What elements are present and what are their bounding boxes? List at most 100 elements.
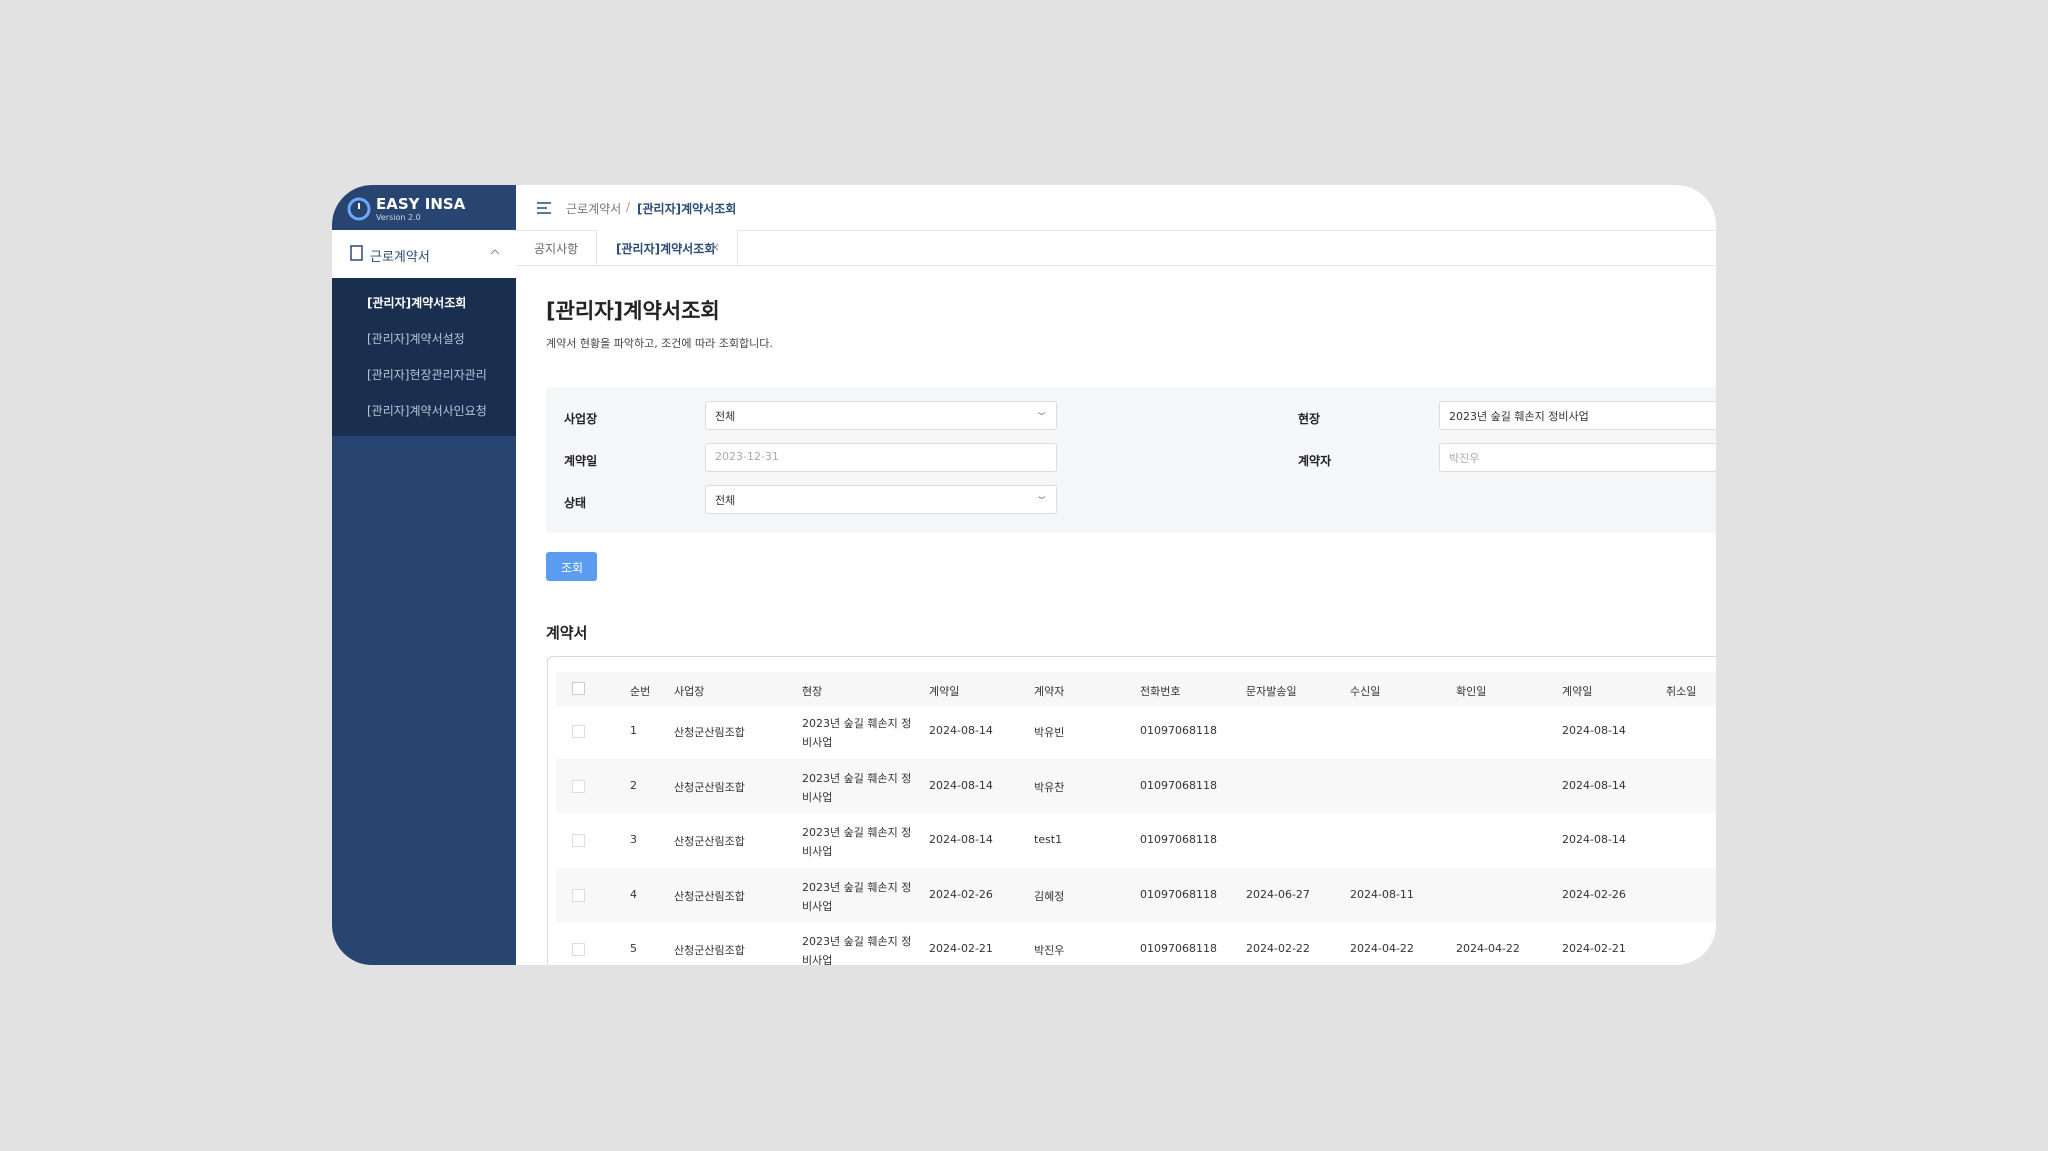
table-cell: 2024-08-14 [1562,833,1626,846]
table-box [547,656,1716,965]
table-cell: 박진우 [1034,944,1065,957]
header-bg [556,672,1716,706]
chevron [490,249,500,255]
chevron: ⌄ [1034,489,1049,502]
logo-icon [347,197,371,221]
table-cell: 01097068118 [1140,833,1217,846]
table-cell: 1 [630,724,637,737]
input[interactable]: 박진우 [1439,443,1716,472]
search-button[interactable]: 조회 [546,552,597,581]
menu-icon [350,245,363,261]
input-value: 전체 [715,494,736,507]
input[interactable]: 2023년 숲길 훼손지 정비사업 [1439,401,1716,430]
logo-text: EASY INSA [376,195,466,213]
table-cell: 5 [630,942,637,955]
table-cell: 2024-02-21 [929,942,993,955]
table-cell: 2 [630,778,637,792]
table-cell: 01097068118 [1140,724,1217,737]
table-cell: 2024-08-14 [1562,778,1626,792]
filter-label: 계약자 [1298,454,1332,468]
menu-toggle[interactable] [536,201,552,215]
divider [516,230,1716,231]
button-label: 조회 [561,561,584,575]
table-cell: 2024-08-11 [1350,887,1414,901]
checkbox[interactable] [572,779,585,793]
app-window: EASY INSA Version 2.0 근로계약서 [관리자]계약서조회 [관리자]… [332,185,1716,965]
breadcrumb-current: [관리자]계약서조회 [637,202,737,216]
table-cell: 2024-08-14 [929,833,993,846]
checkbox[interactable] [572,834,585,847]
table-cell: 2024-02-22 [1246,942,1310,955]
checkbox[interactable] [572,725,585,738]
submenu-bg [332,278,516,436]
column-header: 전화번호 [1140,685,1181,698]
select[interactable]: 전체 ⌄ [705,401,1057,430]
table-cell: 산청군산림조합 [674,889,745,903]
column-header: 계약일 [929,685,960,698]
input[interactable]: 2023-12-31 [705,443,1057,472]
table-cell: 산청군산림조합 [674,835,745,848]
table-cell: 김혜정 [1034,889,1065,903]
table-cell: 산청군산림조합 [674,726,745,739]
filter-label: 계약일 [564,454,598,468]
table-cell: 01097068118 [1140,942,1217,955]
table-cell: 2024-02-26 [929,887,993,901]
table-cell: 2024-04-22 [1350,942,1414,955]
table-cell: 3 [630,833,637,846]
column-header: 계약일 [1562,685,1593,698]
submenu-item[interactable]: [관리자]계약서조회 [367,296,467,310]
chevron: ⌄ [1034,405,1049,418]
table-cell: 2024-08-14 [1562,724,1626,737]
table-cell: 산청군산림조합 [674,944,745,957]
filter-label: 사업장 [564,412,598,426]
table-cell: 01097068118 [1140,778,1217,792]
table-cell: 2023년 숲길 훼손지 정비사업 [802,880,912,913]
column-header: 순번 [630,685,651,698]
input-placeholder: 2023-12-31 [715,450,779,463]
checkbox[interactable] [572,943,585,956]
submenu-item[interactable]: [관리자]현장관리자관리 [367,368,487,382]
table-cell: 2024-08-14 [929,778,993,792]
breadcrumb[interactable]: 근로계약서 [566,202,622,216]
input-value: 전체 [715,410,736,423]
table-cell: 2023년 숲길 훼손지 정비사업 [802,717,912,749]
page-title: [관리자]계약서조회 [546,299,720,323]
table-cell: 산청군산림조합 [674,780,745,794]
column-header: 계약자 [1034,685,1065,698]
column-header: 확인일 [1456,685,1487,698]
column-header: 현장 [802,685,823,698]
input-value: 2023년 숲길 훼손지 정비사업 [1449,410,1589,423]
checkbox[interactable] [572,888,585,902]
submenu-item[interactable]: [관리자]계약서사인요청 [367,404,487,418]
row-bg [556,758,1716,813]
table-cell: 2023년 숲길 훼손지 정비사업 [802,771,912,804]
tab-active-bg [596,230,738,265]
menu-item[interactable]: 근로계약서 [370,250,430,265]
page-description: 계약서 현황을 파악하고, 조건에 따라 조회합니다. [546,337,773,350]
table-cell: 01097068118 [1140,887,1217,901]
table-cell: test1 [1034,833,1063,846]
tab[interactable]: [관리자]계약서조회 [616,242,716,256]
breadcrumb-sep: / [626,200,631,214]
table-cell: 2023년 숲길 훼손지 정비사업 [802,935,912,965]
select[interactable]: 전체 ⌄ [705,485,1057,514]
table-cell: 2024-06-27 [1246,887,1310,901]
checkbox[interactable] [572,682,585,695]
submenu-item[interactable]: [관리자]계약서설정 [367,332,465,346]
table-cell: 2024-04-22 [1456,942,1520,955]
table-cell: 4 [630,887,637,901]
column-header: 사업장 [674,685,705,698]
filter-label: 상태 [564,496,587,510]
table-cell: 박유빈 [1034,726,1065,739]
table-cell: 2023년 숲길 훼손지 정비사업 [802,826,912,858]
column-header: 수신일 [1350,685,1381,698]
table-cell: 2024-08-14 [929,724,993,737]
filter-label: 현장 [1298,412,1321,426]
table-cell: 2024-02-21 [1562,942,1626,955]
tab-close[interactable]: × [710,240,721,254]
column-header: 문자발송일 [1246,685,1297,698]
tab[interactable]: 공지사항 [534,242,579,256]
column-header: 취소일 [1666,685,1697,698]
row-bg [556,867,1716,922]
